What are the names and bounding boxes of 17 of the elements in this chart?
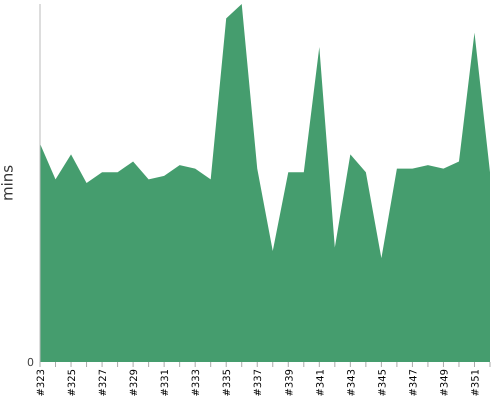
x-tick-label: #335 [222, 369, 234, 396]
annotation: 0 [27, 356, 34, 369]
x-tick-label: #347 [408, 369, 420, 396]
x-tick-label: #323 [36, 369, 47, 396]
x-tick-label: #333 [191, 369, 202, 396]
x-tick-label: #341 [315, 369, 326, 396]
y-axis-title: mins [0, 164, 16, 202]
x-tick-label: #325 [67, 369, 78, 396]
x-tick-label: #349 [439, 369, 450, 396]
x-tick-label: #327 [98, 369, 110, 396]
x-tick-label: #345 [377, 369, 388, 396]
x-tick-label: #343 [346, 369, 358, 396]
x-tick-label: #339 [284, 369, 296, 396]
x-tick-label: #331 [160, 369, 172, 396]
x-tick-label: #351 [470, 369, 482, 396]
x-tick-label: #329 [129, 369, 140, 396]
x-tick-label: #337 [253, 369, 264, 396]
